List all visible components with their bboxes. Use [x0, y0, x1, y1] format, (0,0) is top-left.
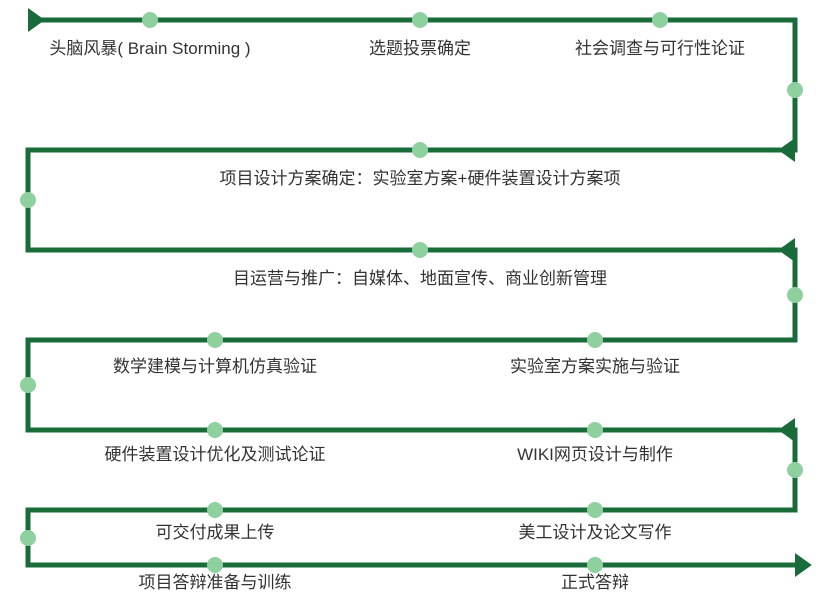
serpentine-flowchart: 头脑风暴( Brain Storming ) 选题投票确定 社会调查与可行性论证项目… [0, 0, 819, 600]
step-label: 硬件装置设计优化及测试论证 [105, 445, 326, 464]
step-dot [207, 332, 223, 348]
step-dot [142, 12, 158, 28]
step-label: 头脑风暴( Brain Storming ) [49, 39, 250, 58]
step-dot [207, 557, 223, 573]
step-dot [207, 422, 223, 438]
step-label: 项目设计方案确定：实验室方案+硬件装置设计方案项 [220, 169, 621, 188]
step-dot [587, 332, 603, 348]
flow-arrows [28, 8, 812, 577]
step-label: 实验室方案实施与验证 [510, 357, 680, 376]
step-dot [787, 287, 803, 303]
step-dot [412, 242, 428, 258]
step-dot [587, 422, 603, 438]
arrowhead-icon [778, 418, 795, 442]
arrowhead-icon [28, 8, 45, 32]
arrowhead-icon [778, 138, 795, 162]
step-dot [412, 142, 428, 158]
step-dot [787, 462, 803, 478]
step-dot [787, 82, 803, 98]
step-dot [412, 12, 428, 28]
flow-step-dots [20, 12, 803, 573]
step-dot [652, 12, 668, 28]
flow-path [28, 20, 795, 565]
step-label: 可交付成果上传 [156, 523, 275, 542]
step-label: 项目答辩准备与训练 [139, 573, 292, 592]
step-dot [207, 502, 223, 518]
step-label: WIKI网页设计与制作 [517, 445, 673, 464]
step-label: 选题投票确定 [369, 39, 471, 58]
step-label: 美工设计及论文写作 [519, 523, 672, 542]
step-dot [20, 377, 36, 393]
arrowhead-icon [795, 553, 812, 577]
step-dot [587, 502, 603, 518]
step-label: 正式答辩 [561, 573, 629, 592]
step-dot [587, 557, 603, 573]
step-label: 目运营与推广：自媒体、地面宣传、商业创新管理 [233, 269, 607, 288]
step-label: 数学建模与计算机仿真验证 [113, 357, 317, 376]
arrowhead-icon [778, 238, 795, 262]
step-label: 社会调查与可行性论证 [575, 39, 745, 58]
step-dot [20, 530, 36, 546]
step-dot [20, 192, 36, 208]
